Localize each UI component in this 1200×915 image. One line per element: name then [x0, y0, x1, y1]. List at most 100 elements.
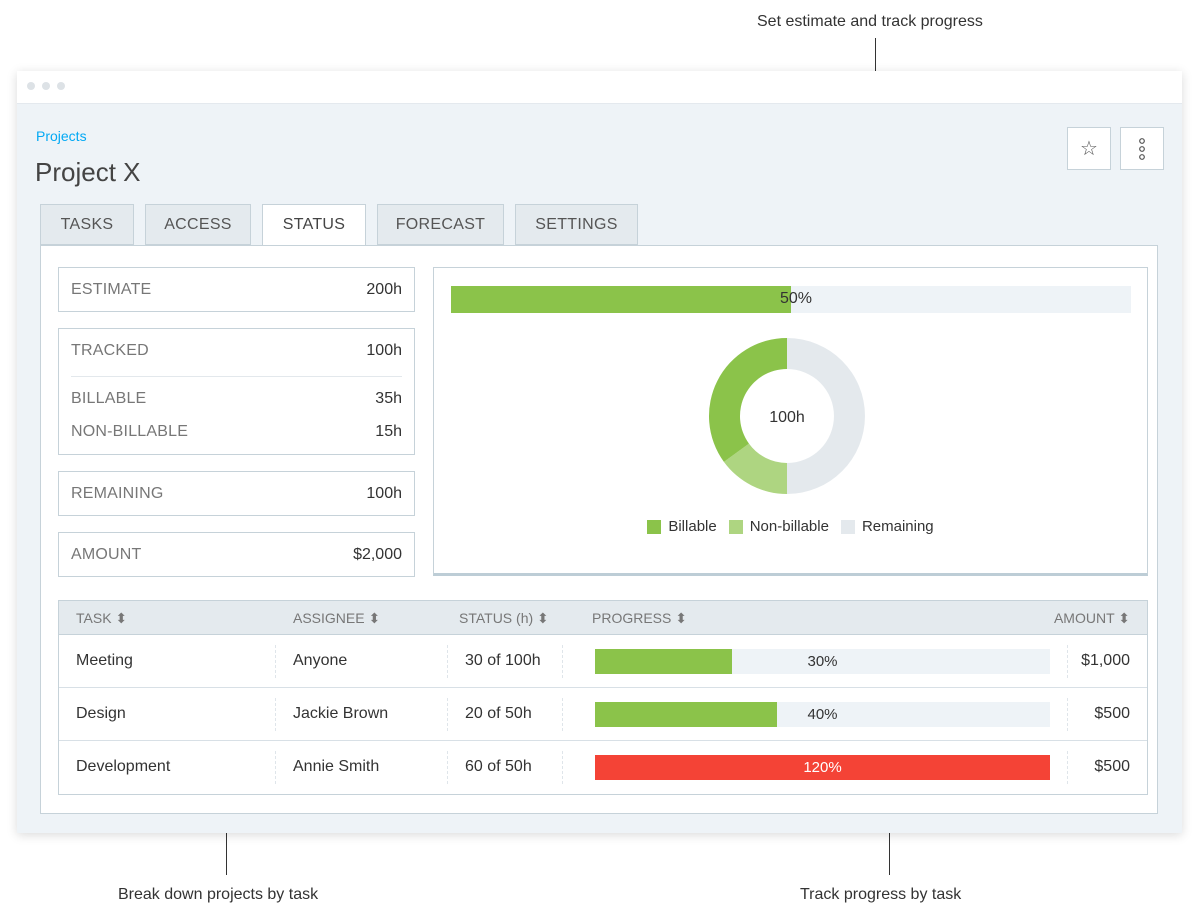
- title-bar: [17, 71, 1182, 104]
- legend-swatch-non-billable: [728, 519, 743, 534]
- header-label: AMOUNT: [1053, 610, 1115, 626]
- task-name: Design: [76, 705, 126, 722]
- tab-settings[interactable]: SETTINGS: [515, 204, 638, 245]
- cell-separator: [1067, 698, 1068, 731]
- estimate-value: 200h: [366, 281, 402, 298]
- tab-tasks[interactable]: TASKS: [40, 204, 134, 245]
- tracked-box: TRACKED 100h BILLABLE 35h NON-BILLABLE 1…: [58, 328, 415, 455]
- more-button[interactable]: [1120, 127, 1164, 170]
- donut-center-label: 100h: [769, 409, 805, 426]
- status-hours: 60 of 50h: [465, 758, 532, 775]
- column-header-task[interactable]: TASK ⬍: [76, 610, 127, 627]
- cell-separator: [562, 645, 563, 678]
- task-progress-fill: [595, 755, 1050, 780]
- more-vertical-icon: [1139, 137, 1145, 160]
- task-progress-fill: [595, 702, 777, 727]
- legend-swatch-billable: [647, 519, 662, 534]
- assignee: Anyone: [293, 652, 348, 669]
- donut-slice-remaining: [787, 338, 865, 494]
- task-name: Development: [76, 758, 171, 775]
- breadcrumb[interactable]: Projects: [36, 128, 87, 144]
- task-progress-bar: 120%: [595, 755, 1050, 780]
- sort-icon: ⬍: [368, 610, 381, 626]
- task-progress-label: 30%: [807, 653, 838, 670]
- status-hours: 30 of 100h: [465, 652, 541, 669]
- star-icon: ☆: [1080, 138, 1098, 160]
- legend-item: Non-billable: [728, 518, 829, 535]
- status-panel: ESTIMATE 200h TRACKED 100h BILLABLE 35h …: [40, 245, 1158, 814]
- non-billable-label: NON-BILLABLE: [71, 423, 189, 440]
- column-header-progress[interactable]: PROGRESS ⬍: [592, 610, 687, 627]
- amount-box: AMOUNT $2,000: [58, 532, 415, 577]
- task-progress-label: 120%: [803, 759, 842, 776]
- non-billable-value: 15h: [375, 423, 402, 440]
- header-label: STATUS (h): [459, 610, 534, 626]
- column-header-amount[interactable]: AMOUNT ⬍: [1054, 610, 1130, 627]
- app-window: Projects Project X ☆ TASKS ACCESS STATUS…: [17, 71, 1182, 833]
- tracked-label: TRACKED: [71, 342, 149, 359]
- tab-forecast[interactable]: FORECAST: [377, 204, 504, 245]
- donut-slice-non-billable: [723, 443, 787, 494]
- column-header-status[interactable]: STATUS (h) ⬍: [459, 610, 549, 627]
- overall-progress-fill: [451, 286, 791, 313]
- overall-progress-bar: 50%: [451, 286, 1131, 313]
- sort-icon: ⬍: [537, 610, 549, 626]
- table-body: Meeting Anyone 30 of 100h 30% $1,000 Des…: [59, 635, 1147, 794]
- task-amount: $1,000: [1081, 652, 1130, 669]
- cell-separator: [562, 698, 563, 731]
- status-hours: 20 of 50h: [465, 705, 532, 722]
- task-progress-bar: 30%: [595, 649, 1050, 674]
- billable-label: BILLABLE: [71, 390, 147, 407]
- callout-track: Track progress by task: [800, 886, 962, 903]
- table-row[interactable]: Design Jackie Brown 20 of 50h 40% $500: [59, 688, 1147, 741]
- cell-separator: [275, 645, 276, 678]
- tab-status[interactable]: STATUS: [262, 204, 366, 246]
- estimate-box: ESTIMATE 200h: [58, 267, 415, 312]
- donut-slice-billable: [709, 338, 787, 462]
- billable-value: 35h: [375, 390, 402, 407]
- tab-access[interactable]: ACCESS: [145, 204, 251, 245]
- legend-swatch-remaining: [840, 519, 855, 534]
- divider: [71, 376, 402, 377]
- callout-breakdown: Break down projects by task: [118, 886, 319, 903]
- header-label: ASSIGNEE: [293, 610, 365, 626]
- cell-separator: [447, 751, 448, 784]
- sort-icon: ⬍: [115, 610, 128, 626]
- amount-label: AMOUNT: [71, 546, 142, 563]
- favorite-button[interactable]: ☆: [1067, 127, 1111, 170]
- cell-separator: [1067, 645, 1068, 678]
- legend-label: Non-billable: [749, 518, 829, 535]
- sort-desc-icon: ⬍: [1118, 610, 1130, 626]
- table-row[interactable]: Development Annie Smith 60 of 50h 120% $…: [59, 741, 1147, 794]
- column-header-assignee[interactable]: ASSIGNEE ⬍: [293, 610, 380, 627]
- remaining-box: REMAINING 100h: [58, 471, 415, 516]
- legend-item: Remaining: [840, 518, 934, 535]
- cell-separator: [275, 751, 276, 784]
- remaining-label: REMAINING: [71, 485, 164, 502]
- table-header: TASK ⬍ ASSIGNEE ⬍ STATUS (h) ⬍ PROGRESS …: [59, 601, 1147, 635]
- legend-label: Remaining: [861, 518, 934, 535]
- tracked-value: 100h: [366, 342, 402, 359]
- sort-icon: ⬍: [675, 610, 687, 626]
- legend-label: Billable: [668, 518, 717, 535]
- chart-legend: Billable Non-billable Remaining: [434, 518, 1147, 535]
- cell-separator: [447, 645, 448, 678]
- estimate-label: ESTIMATE: [71, 281, 152, 298]
- table-row[interactable]: Meeting Anyone 30 of 100h 30% $1,000: [59, 635, 1147, 688]
- cell-separator: [1067, 751, 1068, 784]
- task-progress-bar: 40%: [595, 702, 1050, 727]
- task-table: TASK ⬍ ASSIGNEE ⬍ STATUS (h) ⬍ PROGRESS …: [58, 600, 1148, 795]
- window-dot: [42, 82, 50, 90]
- page-title: Project X: [35, 157, 141, 187]
- cell-separator: [275, 698, 276, 731]
- task-progress-label: 40%: [807, 706, 838, 723]
- callout-estimate: Set estimate and track progress: [757, 13, 983, 30]
- remaining-value: 100h: [366, 485, 402, 502]
- window-dot: [57, 82, 65, 90]
- cell-separator: [447, 698, 448, 731]
- task-name: Meeting: [76, 652, 133, 669]
- task-amount: $500: [1094, 705, 1130, 722]
- task-progress-fill: [595, 649, 732, 674]
- header-label: PROGRESS: [592, 610, 672, 626]
- assignee: Annie Smith: [293, 758, 380, 775]
